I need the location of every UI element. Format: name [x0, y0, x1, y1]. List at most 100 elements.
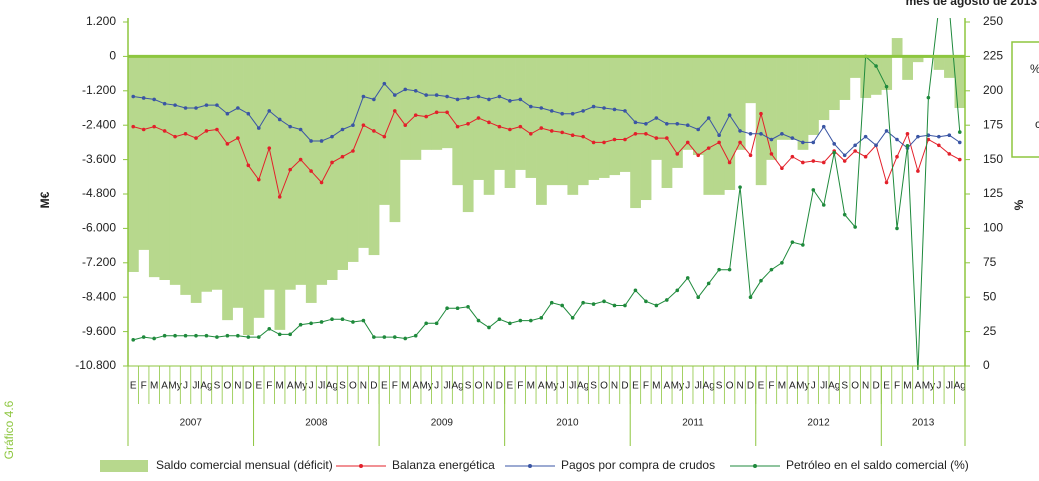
- legend-label: Pagos por compra de crudos: [561, 458, 715, 472]
- y2-tick-label: 175: [983, 117, 1003, 131]
- y2-axis-label: %: [1012, 199, 1026, 210]
- point: [392, 335, 397, 339]
- bar: [640, 56, 652, 201]
- point: [612, 303, 617, 308]
- point: [790, 154, 795, 159]
- point: [267, 327, 272, 331]
- x-tick-label: E: [130, 381, 137, 392]
- point: [863, 154, 868, 159]
- bar: [724, 56, 736, 190]
- x-tick-label: N: [862, 381, 869, 392]
- point: [727, 160, 732, 165]
- point: [612, 107, 617, 112]
- point: [644, 121, 648, 126]
- x-tick-label: M: [150, 381, 158, 392]
- x-tick-label: A: [287, 381, 294, 392]
- popup-text: %: [1030, 62, 1039, 76]
- bar: [933, 56, 945, 70]
- x-tick-label: D: [621, 381, 628, 392]
- x-tick-label: A: [161, 381, 168, 392]
- point: [413, 113, 418, 117]
- point: [372, 129, 376, 133]
- point: [215, 103, 219, 107]
- x-tick-label: J: [183, 381, 188, 392]
- bar: [860, 56, 872, 98]
- bar: [274, 56, 286, 330]
- year-label: 2009: [431, 418, 454, 429]
- x-tick-label: Jl: [695, 381, 702, 392]
- y-tick-label: -10.800: [75, 358, 116, 372]
- point: [853, 143, 857, 148]
- x-tick-label: S: [841, 381, 848, 392]
- point: [905, 132, 910, 136]
- point: [549, 129, 554, 133]
- point: [413, 333, 418, 338]
- point: [842, 212, 847, 217]
- bar: [839, 56, 851, 100]
- bar: [337, 56, 349, 270]
- point: [330, 160, 334, 165]
- point: [246, 163, 251, 168]
- point: [246, 111, 251, 116]
- point: [811, 188, 816, 192]
- x-tick-label: My: [545, 381, 558, 392]
- point: [277, 117, 282, 122]
- point: [445, 110, 449, 115]
- x-tick-label: N: [234, 381, 241, 392]
- point: [884, 84, 889, 89]
- point: [131, 94, 136, 99]
- point: [236, 333, 240, 338]
- point: [623, 137, 627, 142]
- x-tick-label: J: [309, 381, 314, 392]
- point: [256, 126, 261, 130]
- point: [748, 153, 753, 158]
- x-tick-label: M: [652, 381, 660, 392]
- bar: [525, 56, 537, 178]
- point: [215, 335, 219, 339]
- point: [623, 109, 627, 113]
- point: [801, 243, 805, 247]
- point: [152, 124, 156, 129]
- x-tick-label: J: [811, 381, 816, 392]
- point: [623, 303, 627, 308]
- point: [780, 166, 784, 170]
- point: [476, 116, 481, 120]
- bar: [588, 56, 600, 180]
- x-tick-label: F: [643, 381, 649, 392]
- year-label: 2007: [180, 418, 203, 429]
- y-tick-label: -9.600: [82, 324, 116, 338]
- x-tick-label: My: [168, 381, 181, 392]
- point: [821, 203, 826, 207]
- point: [895, 137, 899, 142]
- x-tick-label: S: [465, 381, 472, 392]
- point: [738, 185, 742, 189]
- bar: [734, 56, 746, 150]
- bar: [546, 56, 558, 186]
- point: [654, 136, 659, 140]
- bar: [609, 56, 621, 176]
- x-tick-label: My: [671, 381, 684, 392]
- point: [685, 276, 690, 280]
- point: [351, 320, 355, 324]
- point: [173, 134, 177, 139]
- point: [476, 318, 481, 323]
- point: [706, 146, 711, 150]
- point: [298, 127, 303, 132]
- point: [508, 127, 512, 132]
- bar: [672, 56, 683, 168]
- point: [183, 333, 188, 338]
- y-tick-label: 1.200: [86, 14, 116, 28]
- point: [466, 121, 470, 126]
- point: [162, 333, 167, 338]
- bar: [797, 56, 809, 150]
- point: [288, 124, 292, 129]
- bar: [651, 56, 662, 160]
- point: [853, 149, 857, 153]
- y-tick-label: -1.200: [82, 83, 116, 97]
- bar: [441, 56, 453, 149]
- point: [277, 332, 282, 337]
- point: [602, 140, 606, 145]
- bar: [787, 56, 798, 140]
- x-tick-label: F: [392, 381, 398, 392]
- point: [141, 127, 146, 132]
